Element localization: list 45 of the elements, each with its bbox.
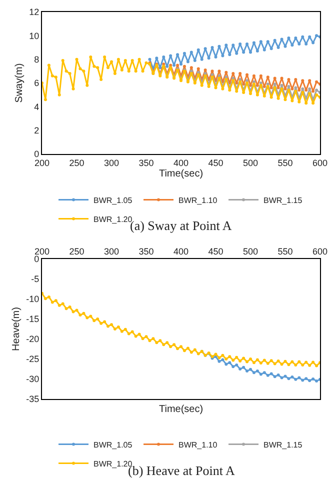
x-axis-title: Time(sec): [159, 404, 204, 415]
x-tick-label: 550: [278, 158, 293, 168]
x-tick-label: 250: [69, 158, 84, 168]
legend-label: BWR_1.10: [178, 440, 218, 450]
legend-label: BWR_1.15: [264, 440, 303, 450]
y-tick-label: 6: [34, 78, 40, 88]
x-tick-label: 300: [104, 246, 120, 256]
x-tick-label: 550: [278, 246, 293, 256]
y-tick-label: 2: [34, 125, 40, 136]
y-tick-label: 10: [29, 30, 40, 41]
y-tick-label: 12: [29, 7, 40, 18]
x-tick-label: 500: [242, 158, 258, 168]
y-axis-title: Sway(m): [14, 63, 26, 103]
legend-label: BWR_1.20: [94, 214, 133, 224]
y-tick-label: -15: [26, 314, 40, 324]
x-tick-label: 450: [208, 246, 224, 256]
x-tick-label: 500: [242, 246, 258, 256]
legend-label: BWR_1.10: [178, 196, 218, 205]
x-tick-label: 400: [173, 246, 189, 256]
y-tick-label: -10: [26, 294, 40, 304]
y-tick-label: 8: [34, 54, 40, 64]
y-tick-label: -30: [26, 374, 40, 384]
legend-label: BWR_1.05: [94, 196, 133, 205]
legend-label: BWR_1.05: [94, 440, 133, 450]
x-tick-label: 600: [312, 158, 328, 168]
y-tick-label: -5: [31, 274, 40, 284]
x-tick-label: 350: [138, 246, 154, 256]
x-axis-title: Time(sec): [158, 168, 204, 180]
x-tick-label: 300: [104, 158, 120, 168]
x-tick-label: 400: [173, 158, 189, 168]
x-tick-label: 600: [312, 246, 328, 256]
y-tick-label: 0: [34, 254, 40, 264]
legend-label: BWR_1.15: [264, 196, 303, 205]
x-tick-label: 450: [208, 158, 224, 168]
y-tick-label: 4: [34, 102, 40, 112]
x-tick-label: 350: [138, 158, 154, 168]
y-tick-label: 0: [34, 149, 40, 160]
legend-label: BWR_1.20: [94, 459, 133, 468]
y-tick-label: -35: [26, 394, 40, 404]
x-tick-label: 250: [69, 246, 84, 256]
x-tick-label: 200: [34, 246, 50, 256]
y-tick-label: -20: [26, 334, 40, 344]
y-tick-label: -25: [26, 354, 40, 364]
x-tick-label: 200: [34, 158, 50, 168]
y-axis-title: Heave(m): [11, 307, 22, 351]
